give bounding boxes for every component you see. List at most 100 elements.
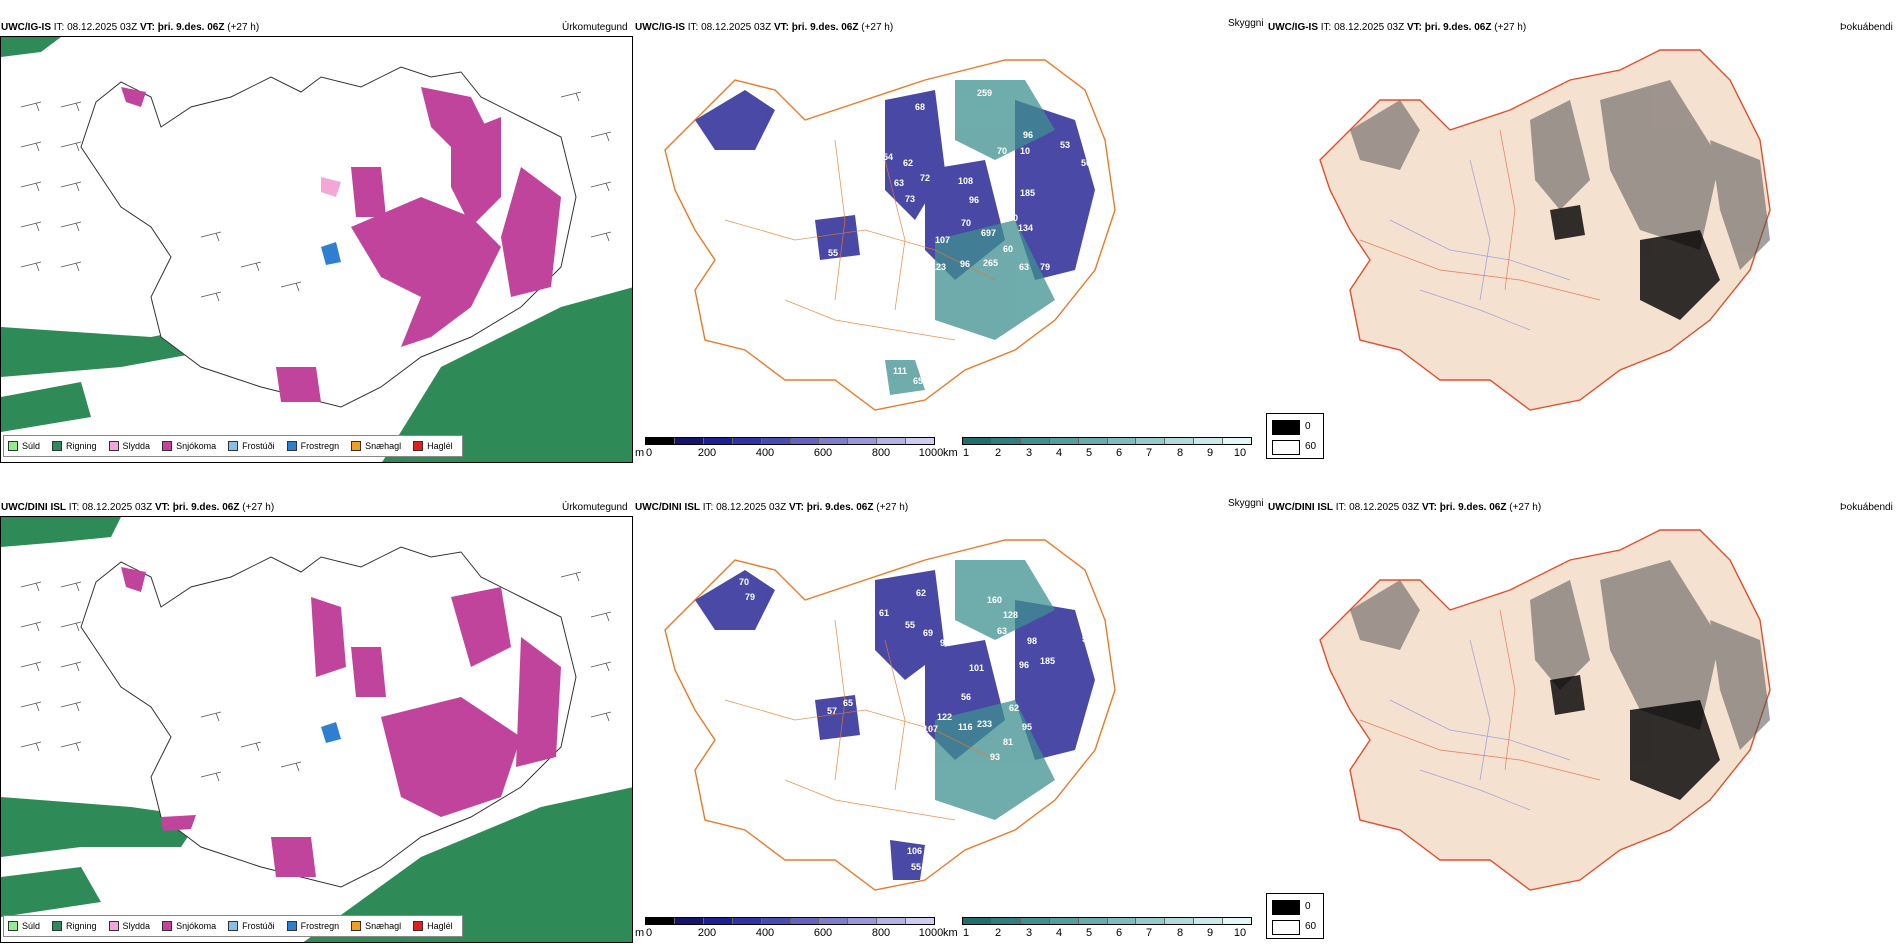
vis-label: 63 bbox=[894, 178, 905, 188]
legend-item: Snæhagl bbox=[351, 921, 401, 931]
vis-label: 107 bbox=[923, 724, 939, 734]
legend-item: Súld bbox=[8, 921, 40, 931]
legend-item: Haglél bbox=[413, 921, 453, 931]
vis-label: 134 bbox=[1018, 223, 1034, 233]
legend-item: Súld bbox=[8, 441, 40, 451]
legend-item: Haglél bbox=[413, 441, 453, 451]
vis-label: 10 bbox=[1020, 146, 1031, 156]
vis-label: 91 bbox=[805, 100, 816, 110]
vis-labels-2: 70 79 82 61 55 69 92 62 160 128 63 98 18… bbox=[635, 520, 1225, 910]
vis-m-colorbar-2 bbox=[645, 917, 935, 925]
vis-label: 101 bbox=[969, 663, 985, 673]
vis-label: 122 bbox=[937, 712, 953, 722]
vis-label: 259 bbox=[977, 88, 993, 98]
vis-label: 70 bbox=[961, 218, 972, 228]
vis-label: 56 bbox=[961, 692, 972, 702]
vis-label: 185 bbox=[1020, 188, 1036, 198]
vis-label: 58 bbox=[712, 72, 723, 82]
vis-label: 107 bbox=[935, 235, 951, 245]
vis-label: 111 bbox=[893, 366, 908, 376]
vis-label: 82 bbox=[782, 604, 793, 614]
vis-label: 50 bbox=[1081, 158, 1092, 168]
row1-fog-label: Þokuábendi bbox=[1840, 22, 1893, 33]
vis-label: 70 bbox=[739, 577, 750, 587]
row1-fog-title: UWC/IG-IS IT: 08.12.2025 03Z VT: þri. 9.… bbox=[1268, 22, 1527, 33]
precip-legend-1: Súld Rigning Slydda Snjókoma Frostúði Fr… bbox=[3, 435, 463, 457]
legend-item: Frostregn bbox=[286, 921, 339, 931]
vis-label: 128 bbox=[1003, 610, 1019, 620]
legend-item: Slydda bbox=[108, 921, 150, 931]
vis-label: 116 bbox=[958, 722, 973, 732]
vis-label: 54 bbox=[1082, 634, 1093, 644]
vis-label: 81 bbox=[1003, 737, 1014, 747]
vis-map-graphic-1 bbox=[664, 59, 1116, 411]
legend-item: Slydda bbox=[108, 441, 150, 451]
precip-map-graphic-1 bbox=[1, 37, 632, 462]
legend-item: Snjókoma bbox=[162, 921, 216, 931]
vis-label: 93 bbox=[990, 752, 1001, 762]
vis-label: 233 bbox=[977, 719, 993, 729]
row1-precip-map: Súld Rigning Slydda Snjókoma Frostúði Fr… bbox=[0, 36, 633, 463]
precip-legend-row-1: Súld Rigning Slydda Snjókoma Frostúði Fr… bbox=[8, 441, 465, 451]
row2: UWC/DINI ISL IT: 08.12.2025 03Z VT: þri.… bbox=[0, 480, 1900, 950]
vis-label: 200 bbox=[1003, 213, 1019, 223]
vis-km-colorbar-2 bbox=[962, 917, 1252, 925]
vis-label: 406 bbox=[998, 188, 1014, 198]
vis-label: 95 bbox=[1022, 722, 1033, 732]
vis-label: 106 bbox=[907, 846, 923, 856]
vis-m-unit-1: m bbox=[635, 447, 645, 459]
vis-label: 96 bbox=[969, 195, 980, 205]
row2-precip-label: Úrkomutegund bbox=[562, 502, 628, 513]
vis-label: 697 bbox=[981, 228, 997, 238]
row1-vis-label: Skyggni bbox=[1228, 18, 1264, 29]
vis-km-unit-2: km bbox=[943, 927, 958, 939]
vis-map-graphic-2 bbox=[664, 539, 1116, 891]
vis-label: 55 bbox=[911, 862, 922, 872]
fog-legend-2: 0 60 bbox=[1266, 893, 1324, 939]
vis-labels-1: 58 91 68 259 96 70 10 53 50 54 62 72 63 … bbox=[635, 40, 1225, 430]
vis-label: 57 bbox=[827, 706, 838, 716]
vis-label: 79 bbox=[1040, 262, 1051, 272]
vis-label: 65 bbox=[913, 376, 924, 386]
vis-label: 68 bbox=[915, 102, 926, 112]
vis-label: 123 bbox=[931, 262, 947, 272]
vis-label: 62 bbox=[903, 158, 914, 168]
legend-item: Frostúði bbox=[228, 921, 275, 931]
row2-vis-title: UWC/DINI ISL IT: 08.12.2025 03Z VT: þri.… bbox=[635, 502, 909, 513]
precip-legend-2: Súld Rigning Slydda Snjókoma Frostúði Fr… bbox=[3, 915, 463, 937]
vis-km-ticks-1: 1 2 3 4 5 6 7 8 9 10 bbox=[962, 447, 1247, 459]
row2-precip-title: UWC/DINI ISL IT: 08.12.2025 03Z VT: þri.… bbox=[1, 502, 275, 513]
vis-label: 324 bbox=[997, 660, 1013, 670]
vis-label: 265 bbox=[983, 258, 999, 268]
vis-label: 65 bbox=[843, 698, 854, 708]
vis-label: 96 bbox=[1023, 130, 1034, 140]
vis-label: 108 bbox=[958, 176, 974, 186]
precip-legend-row-2: Súld Rigning Slydda Snjókoma Frostúði Fr… bbox=[8, 921, 465, 931]
vis-label: 63 bbox=[1019, 262, 1030, 272]
legend-item: Frostregn bbox=[286, 441, 339, 451]
vis-m-ticks-2: 0 200 400 600 800 1000 bbox=[645, 927, 944, 939]
vis-km-ticks-2: 1 2 3 4 5 6 7 8 9 10 bbox=[962, 927, 1247, 939]
vis-label: 96 bbox=[960, 259, 971, 269]
vis-label: 53 bbox=[1060, 140, 1071, 150]
vis-label: 96 bbox=[1019, 660, 1030, 670]
vis-label: 55 bbox=[905, 620, 916, 630]
vis-km-unit-1: km bbox=[943, 447, 958, 459]
vis-label: 55 bbox=[828, 248, 839, 258]
vis-label: 79 bbox=[745, 592, 756, 602]
fog-legend-1: 0 60 bbox=[1266, 413, 1324, 459]
row1-vis-title: UWC/IG-IS IT: 08.12.2025 03Z VT: þri. 9.… bbox=[635, 22, 894, 33]
vis-label: 62 bbox=[1009, 703, 1020, 713]
vis-label: 72 bbox=[920, 173, 931, 183]
vis-label: 63 bbox=[997, 626, 1008, 636]
legend-item: Snæhagl bbox=[351, 441, 401, 451]
row2-precip-map: Súld Rigning Slydda Snjókoma Frostúði Fr… bbox=[0, 516, 633, 943]
vis-m-ticks-1: 0 200 400 600 800 1000 bbox=[645, 447, 944, 459]
row2-fog-title: UWC/DINI ISL IT: 08.12.2025 03Z VT: þri.… bbox=[1268, 502, 1542, 513]
row1: UWC/IG-IS IT: 08.12.2025 03Z VT: þri. 9.… bbox=[0, 0, 1900, 470]
legend-item: Frostúði bbox=[228, 441, 275, 451]
vis-label: 73 bbox=[905, 194, 916, 204]
vis-km-colorbar-1 bbox=[962, 437, 1252, 445]
fog-map-graphic-2 bbox=[1319, 529, 1771, 891]
vis-label: 160 bbox=[987, 595, 1003, 605]
